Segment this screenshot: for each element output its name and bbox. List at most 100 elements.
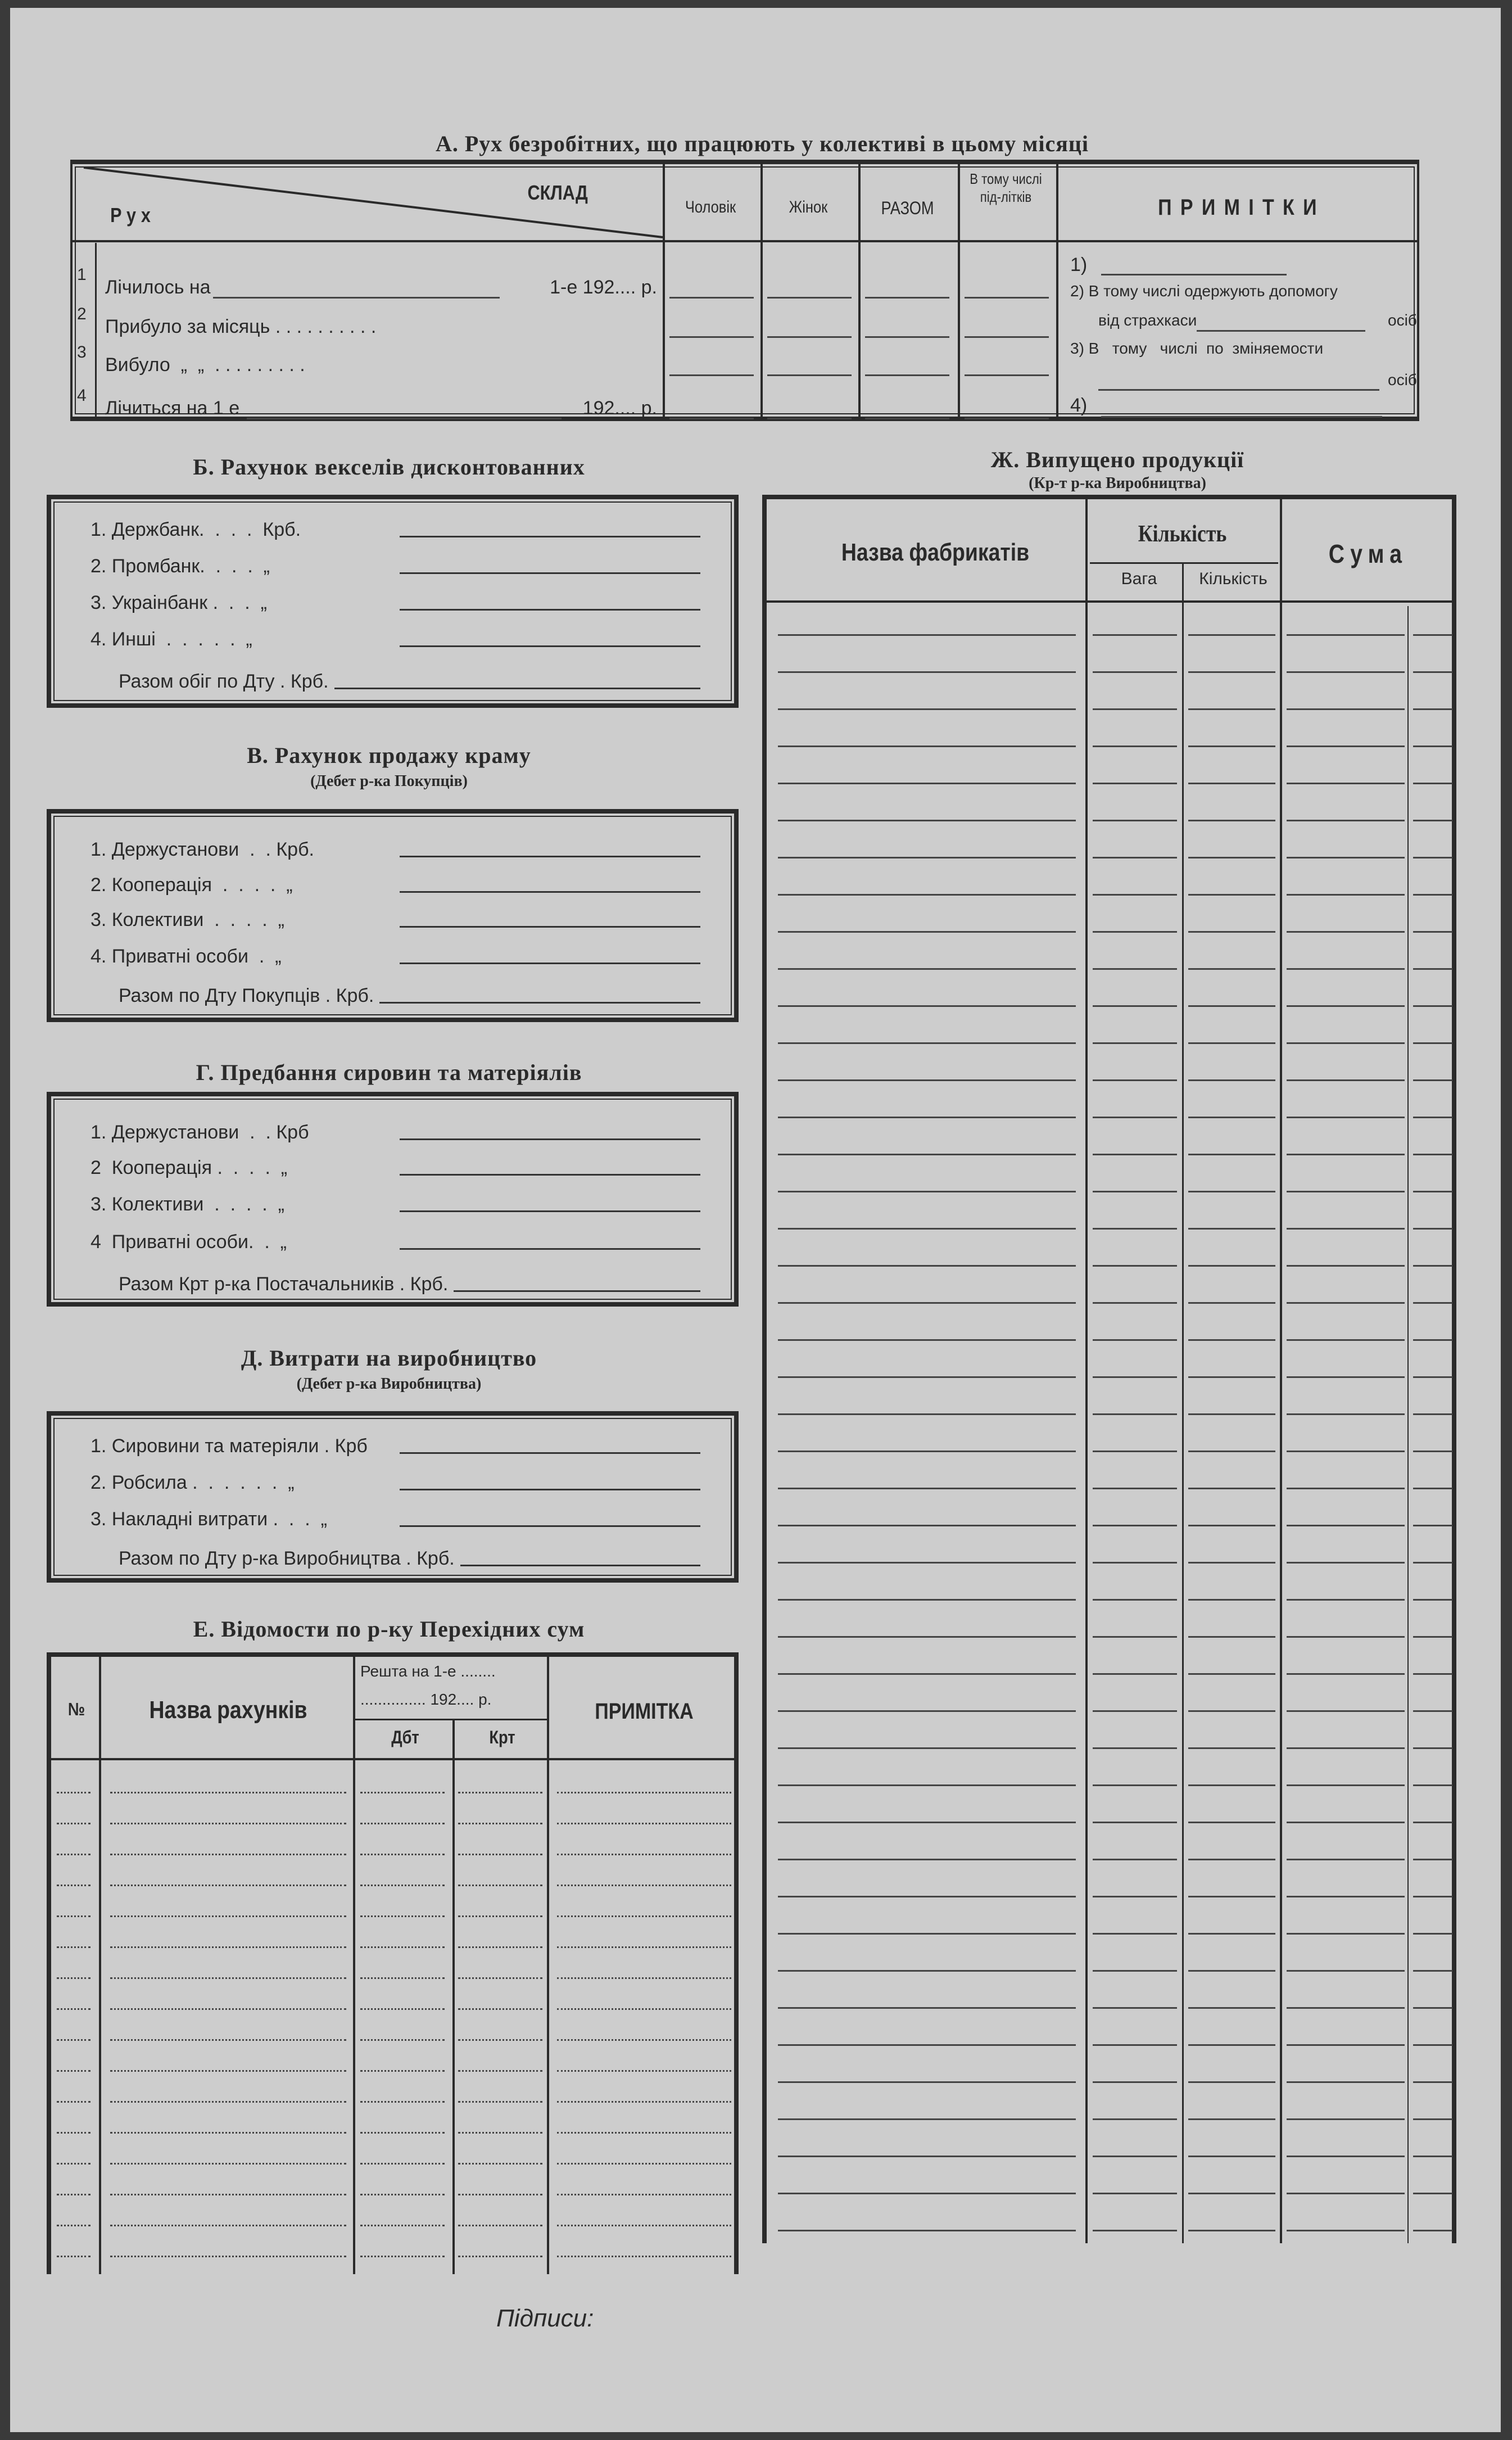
table-cell-field[interactable] (1188, 2118, 1275, 2120)
table-cell-field[interactable] (57, 2008, 90, 2010)
count-field[interactable] (965, 336, 1049, 338)
note-field[interactable] (1098, 389, 1379, 391)
table-cell-field[interactable] (778, 1376, 1076, 1378)
table-cell-field[interactable] (1093, 745, 1177, 747)
table-cell-field[interactable] (57, 2256, 90, 2257)
table-cell-field[interactable] (1287, 1413, 1405, 1415)
table-cell-field[interactable] (57, 1885, 90, 1886)
table-cell-field[interactable] (1093, 2118, 1177, 2120)
table-cell-field[interactable] (110, 2132, 346, 2134)
table-cell-field[interactable] (1413, 1747, 1452, 1749)
table-cell-field[interactable] (1287, 1042, 1405, 1044)
table-cell-field[interactable] (778, 2156, 1076, 2157)
table-cell-field[interactable] (1188, 708, 1275, 710)
table-cell-field[interactable] (360, 1977, 445, 1979)
table-cell-field[interactable] (1413, 1673, 1452, 1675)
table-cell-field[interactable] (110, 2256, 346, 2257)
table-cell-field[interactable] (1093, 1005, 1177, 1007)
table-cell-field[interactable] (1093, 1117, 1177, 1118)
table-cell-field[interactable] (1093, 783, 1177, 784)
table-cell-field[interactable] (1093, 1822, 1177, 1823)
amount-field[interactable] (400, 926, 700, 928)
table-cell-field[interactable] (110, 2101, 346, 2103)
table-cell-field[interactable] (778, 1784, 1076, 1786)
table-cell-field[interactable] (1413, 931, 1452, 933)
table-cell-field[interactable] (1413, 1339, 1452, 1341)
table-cell-field[interactable] (557, 2039, 731, 2041)
table-cell-field[interactable] (1093, 2044, 1177, 2046)
table-cell-field[interactable] (1287, 745, 1405, 747)
table-cell-field[interactable] (1093, 1859, 1177, 1860)
table-cell-field[interactable] (458, 2256, 542, 2257)
table-cell-field[interactable] (1413, 1562, 1452, 1564)
table-cell-field[interactable] (778, 1265, 1076, 1267)
table-cell-field[interactable] (1413, 1710, 1452, 1712)
table-cell-field[interactable] (1188, 1970, 1275, 1972)
table-cell-field[interactable] (1287, 1488, 1405, 1489)
table-cell-field[interactable] (778, 1896, 1076, 1897)
table-cell-field[interactable] (458, 2101, 542, 2103)
table-cell-field[interactable] (110, 2194, 346, 2195)
table-cell-field[interactable] (1287, 1599, 1405, 1601)
table-cell-field[interactable] (1188, 1376, 1275, 1378)
table-cell-field[interactable] (360, 2008, 445, 2010)
table-cell-field[interactable] (1413, 1154, 1452, 1155)
table-cell-field[interactable] (1188, 671, 1275, 673)
table-cell-field[interactable] (778, 968, 1076, 970)
table-cell-field[interactable] (1287, 1525, 1405, 1526)
table-cell-field[interactable] (110, 1915, 346, 1917)
table-cell-field[interactable] (1287, 783, 1405, 784)
table-cell-field[interactable] (458, 2194, 542, 2195)
table-cell-field[interactable] (1413, 1265, 1452, 1267)
table-cell-field[interactable] (1287, 1896, 1405, 1897)
table-cell-field[interactable] (1413, 1896, 1452, 1897)
table-cell-field[interactable] (57, 1854, 90, 1855)
table-cell-field[interactable] (110, 2225, 346, 2226)
table-cell-field[interactable] (778, 1413, 1076, 1415)
table-cell-field[interactable] (458, 1946, 542, 1948)
table-cell-field[interactable] (1188, 1599, 1275, 1601)
table-cell-field[interactable] (557, 1792, 731, 1793)
table-cell-field[interactable] (778, 1673, 1076, 1675)
table-cell-field[interactable] (1093, 1636, 1177, 1638)
table-cell-field[interactable] (1287, 1970, 1405, 1972)
table-cell-field[interactable] (1287, 1005, 1405, 1007)
note-field[interactable] (1197, 330, 1365, 332)
table-cell-field[interactable] (1287, 820, 1405, 821)
table-cell-field[interactable] (1188, 1191, 1275, 1192)
table-cell-field[interactable] (1287, 2118, 1405, 2120)
count-field[interactable] (865, 336, 949, 338)
table-cell-field[interactable] (110, 1977, 346, 1979)
table-cell-field[interactable] (458, 2132, 542, 2134)
table-cell-field[interactable] (57, 1946, 90, 1948)
count-field[interactable] (965, 418, 1049, 419)
table-cell-field[interactable] (1093, 1747, 1177, 1749)
table-cell-field[interactable] (360, 2101, 445, 2103)
table-cell-field[interactable] (1413, 1599, 1452, 1601)
table-cell-field[interactable] (1413, 634, 1452, 636)
table-cell-field[interactable] (1413, 671, 1452, 673)
table-cell-field[interactable] (1093, 1488, 1177, 1489)
table-cell-field[interactable] (1093, 1451, 1177, 1452)
count-field[interactable] (865, 374, 949, 376)
table-cell-field[interactable] (1413, 2193, 1452, 2194)
table-cell-field[interactable] (1413, 2081, 1452, 2083)
table-cell-field[interactable] (1287, 634, 1405, 636)
table-cell-field[interactable] (1413, 820, 1452, 821)
table-cell-field[interactable] (1188, 1673, 1275, 1675)
table-cell-field[interactable] (1287, 2007, 1405, 2009)
table-cell-field[interactable] (458, 2008, 542, 2010)
table-cell-field[interactable] (360, 2163, 445, 2165)
table-cell-field[interactable] (1413, 1970, 1452, 1972)
table-cell-field[interactable] (1093, 1376, 1177, 1378)
amount-field[interactable] (400, 963, 700, 964)
table-cell-field[interactable] (110, 2163, 346, 2165)
table-cell-field[interactable] (778, 1525, 1076, 1526)
table-cell-field[interactable] (1287, 2156, 1405, 2157)
total-field[interactable] (454, 1290, 700, 1292)
table-cell-field[interactable] (557, 1823, 731, 1824)
table-cell-field[interactable] (1413, 968, 1452, 970)
table-cell-field[interactable] (57, 2132, 90, 2134)
table-cell-field[interactable] (778, 820, 1076, 821)
table-cell-field[interactable] (1413, 857, 1452, 858)
